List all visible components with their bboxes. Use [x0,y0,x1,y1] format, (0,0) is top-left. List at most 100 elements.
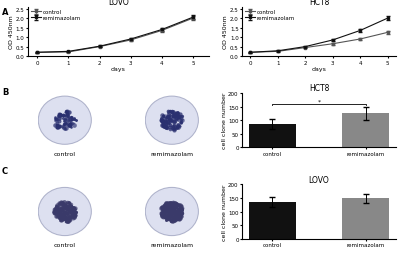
Point [170,202,176,207]
Point [160,208,166,212]
Point [55,210,62,214]
Point [70,210,77,214]
Point [164,121,170,125]
Point [52,214,59,218]
Point [57,215,63,219]
Point [71,206,78,210]
X-axis label: days: days [111,67,126,72]
Point [169,219,176,223]
Point [175,118,181,122]
Point [60,205,67,210]
Point [53,118,59,122]
Point [61,200,68,204]
Point [162,126,169,130]
Bar [342,199,389,239]
Point [60,217,67,221]
Point [68,210,75,214]
Point [158,207,164,211]
Point [159,118,166,122]
Point [172,115,179,119]
Point [53,204,60,208]
Point [163,205,170,210]
Point [178,121,184,125]
Bar [249,202,296,239]
Point [68,126,74,130]
Point [58,218,64,222]
Point [61,212,67,216]
Point [169,209,175,213]
Point [57,209,64,213]
Point [56,216,63,220]
Point [177,216,184,220]
Point [167,201,173,205]
Point [170,218,176,222]
Point [161,214,167,218]
Point [161,203,168,207]
Point [167,214,173,218]
Point [172,219,178,223]
Point [58,208,64,212]
Point [170,123,176,128]
Point [53,208,59,212]
Point [163,208,169,212]
Point [158,120,165,124]
Point [62,110,69,114]
Point [56,201,62,205]
Point [160,119,166,123]
Point [174,216,180,220]
Point [62,216,68,220]
Point [173,201,179,205]
Point [166,207,172,211]
Point [169,219,176,223]
Point [70,211,76,215]
Point [54,210,60,214]
Point [57,113,63,117]
Point [56,206,62,210]
Point [57,201,64,205]
Point [62,215,68,219]
Point [67,215,73,219]
Point [53,203,60,207]
Point [66,209,73,213]
Point [163,125,169,129]
Point [61,210,67,214]
Bar [342,114,389,148]
Point [58,218,65,222]
Point [161,215,167,219]
Point [171,207,178,211]
Y-axis label: OD 450nm: OD 450nm [224,15,228,49]
Point [56,213,62,217]
Point [174,114,181,118]
Point [159,212,166,216]
Point [168,207,174,211]
Point [66,124,72,128]
Point [61,203,68,208]
Point [56,209,63,213]
Point [172,209,179,213]
Point [56,207,62,211]
Point [173,201,180,205]
Point [166,116,172,120]
Point [165,218,172,222]
Point [165,117,172,121]
Point [162,202,168,206]
Point [72,214,78,218]
Point [65,114,72,118]
Point [56,208,62,212]
Point [61,201,68,205]
Text: *: * [318,99,321,104]
Point [62,209,68,213]
Point [55,207,61,211]
Point [170,212,176,216]
Point [54,214,60,218]
Point [158,119,165,123]
Point [167,203,174,207]
Point [158,210,164,214]
Point [170,127,177,131]
Point [159,123,166,128]
Point [64,212,71,216]
Point [66,123,72,127]
Point [163,205,170,209]
Point [69,213,76,217]
Point [52,207,58,211]
